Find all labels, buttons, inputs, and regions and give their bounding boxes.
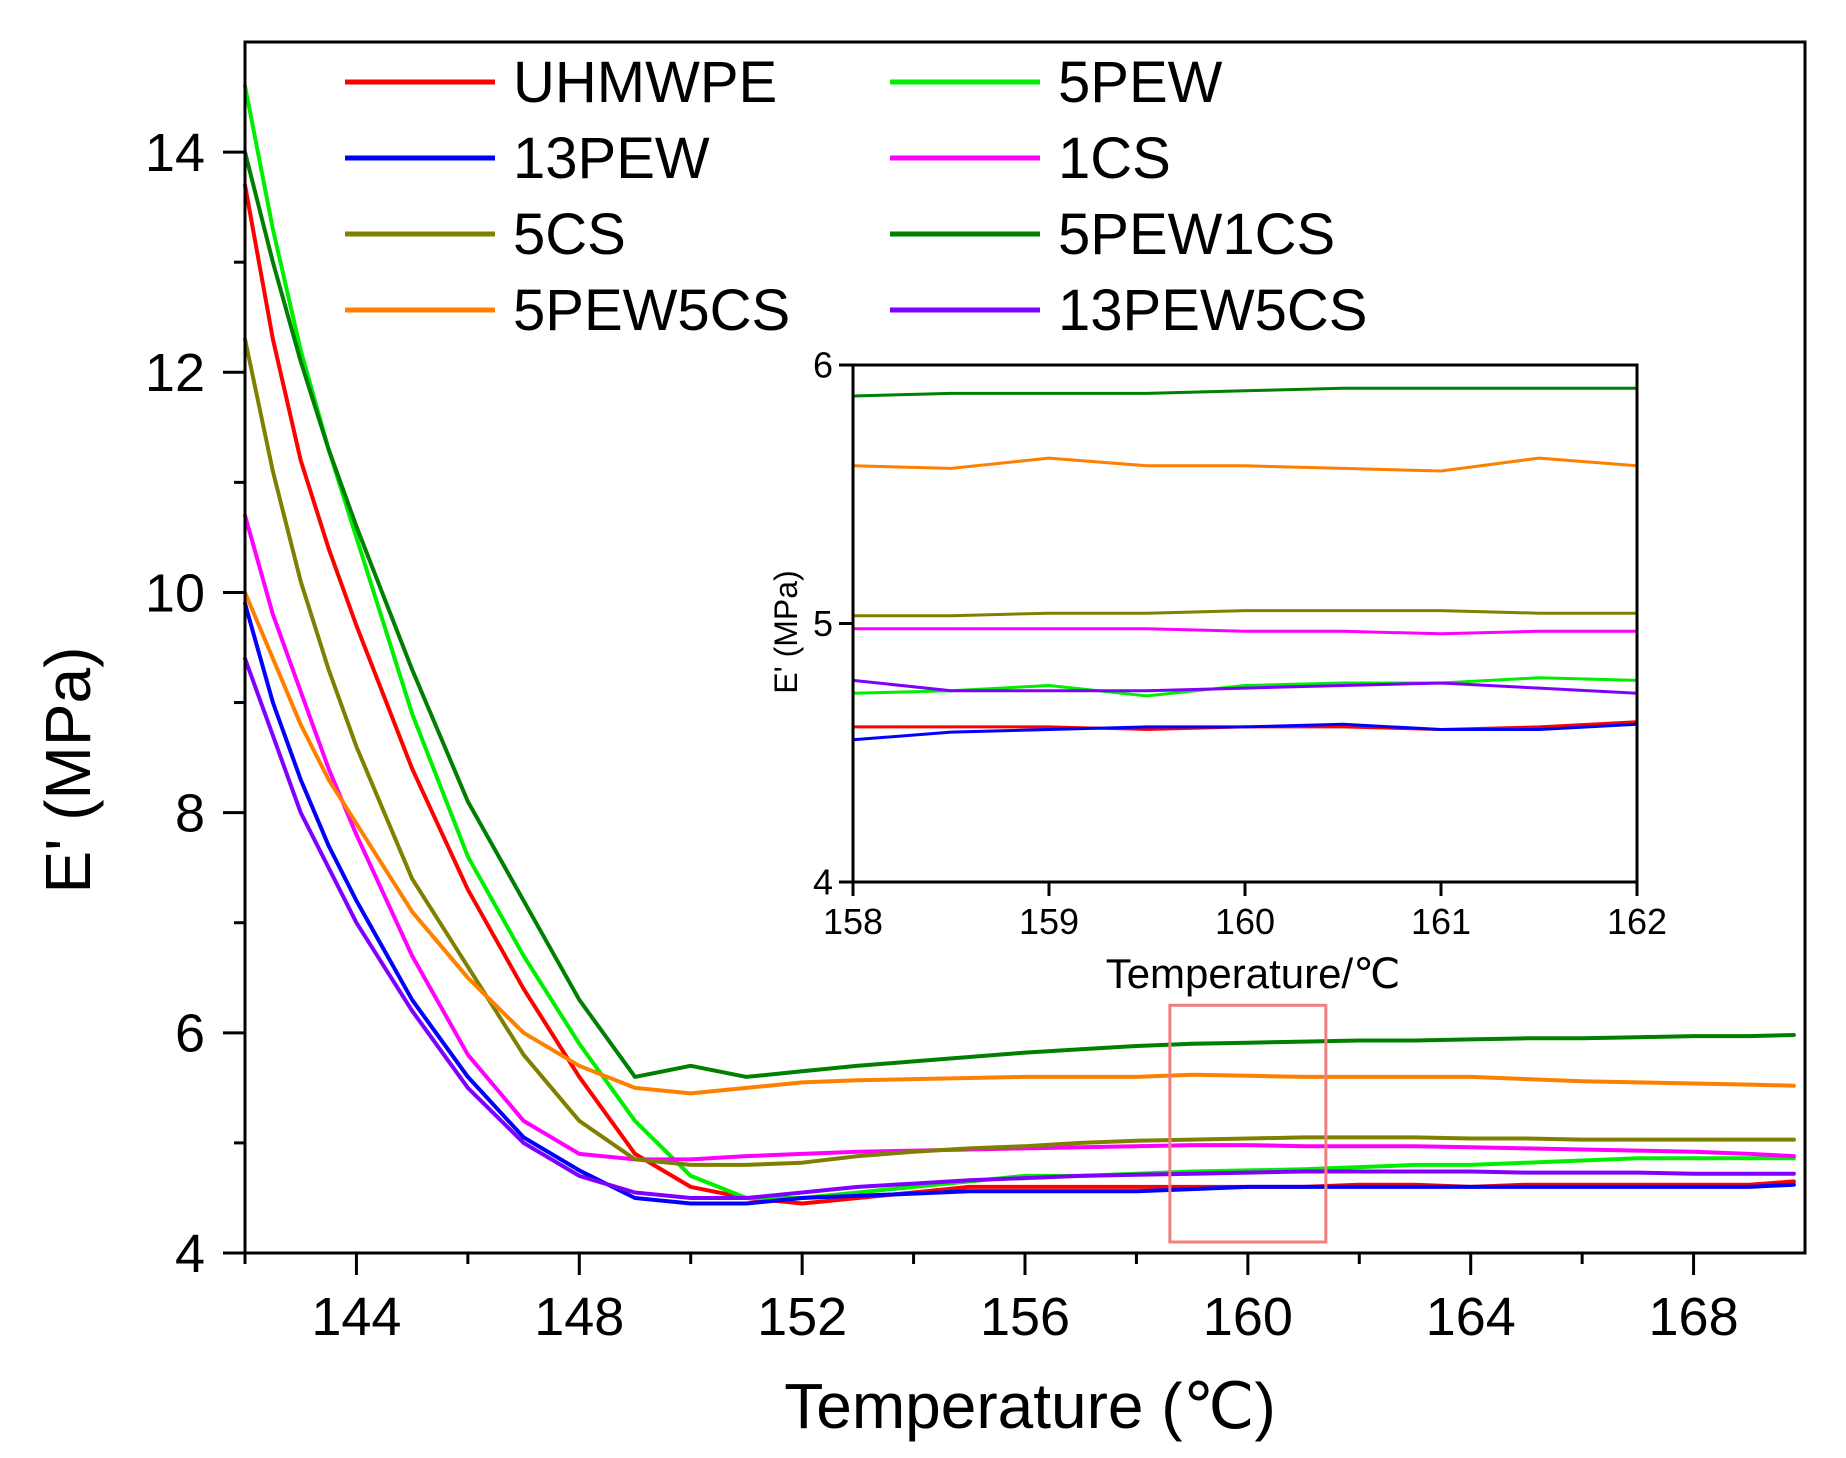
- main-series-line-5pew1cs: [243, 150, 1796, 1079]
- inset-series-line-5pew1cs: [851, 386, 1639, 398]
- main-y-tick-label: 10: [145, 563, 205, 623]
- main-plot: 144 148 152 156 160 164 168 4 6 8 10 12 14 Temperat…: [32, 40, 1807, 1442]
- main-x-tick-label: 160: [1203, 1287, 1293, 1347]
- inset-x-ticks: 158 159 160 161 162: [823, 882, 1667, 942]
- inset-y-tick-label: 4: [813, 862, 833, 903]
- main-x-axis-title: Temperature (℃): [784, 1370, 1276, 1442]
- legend-label-5pew5cs: 5PEW5CS: [513, 278, 790, 343]
- zoom-highlight-box: [1168, 1003, 1328, 1244]
- main-y-tick-label: 14: [145, 123, 205, 183]
- inset-plot: 158 159 160 161 162 4 5 6 Temperature/℃ E' (MP…: [768, 345, 1667, 997]
- main-series-line-uhmwpe: [243, 183, 1796, 1206]
- inset-series-line-5pew5cs: [851, 456, 1639, 473]
- inset-series-line-13pew: [851, 722, 1639, 742]
- legend-label-5pew1cs: 5PEW1CS: [1058, 202, 1335, 267]
- main-x-tick-label: 156: [980, 1287, 1070, 1347]
- main-y-tick-label: 6: [175, 1004, 205, 1064]
- inset-series-line-5cs: [851, 609, 1639, 618]
- inset-y-axis-title: E' (MPa): [768, 570, 804, 693]
- inset-series-line-13pew5cs: [851, 678, 1639, 695]
- main-y-tick-label: 12: [145, 343, 205, 403]
- legend: UHMWPE 5PEW 13PEW 1CS 5CS 5PEW1CS 5PEW5CS 13PEW…: [345, 50, 1367, 343]
- legend-label-5cs: 5CS: [513, 202, 626, 267]
- inset-x-tick-label: 159: [1019, 901, 1079, 942]
- main-y-ticks: 4 6 8 10 12 14: [145, 123, 245, 1284]
- main-y-tick-label: 4: [175, 1224, 205, 1284]
- main-series-group: [243, 84, 1796, 1206]
- inset-y-tick-label: 6: [813, 345, 833, 386]
- inset-x-tick-label: 160: [1215, 901, 1275, 942]
- inset-series-group: [851, 386, 1639, 742]
- inset-series-line-1cs: [851, 627, 1639, 636]
- main-x-tick-label: 168: [1649, 1287, 1739, 1347]
- inset-series-line-5pew: [851, 676, 1639, 698]
- legend-label-1cs: 1CS: [1058, 126, 1171, 191]
- inset-y-ticks: 4 5 6: [813, 345, 853, 903]
- main-x-tick-label: 164: [1426, 1287, 1516, 1347]
- main-series-line-5pew5cs: [243, 590, 1796, 1096]
- inset-y-tick-label: 5: [813, 603, 833, 644]
- legend-label-13pew5cs: 13PEW5CS: [1058, 278, 1367, 343]
- inset-x-tick-label: 158: [823, 901, 883, 942]
- inset-x-tick-label: 161: [1411, 901, 1471, 942]
- inset-background: [853, 365, 1637, 882]
- main-series-line-5cs: [243, 337, 1796, 1167]
- main-y-axis-title: E' (MPa): [32, 647, 104, 894]
- legend-label-5pew: 5PEW: [1058, 50, 1223, 115]
- main-x-tick-label: 148: [534, 1287, 624, 1347]
- main-series-line-13pew5cs: [243, 656, 1796, 1200]
- main-series-line-13pew: [243, 601, 1796, 1206]
- inset-x-axis-title: Temperature/℃: [1106, 950, 1401, 997]
- main-x-tick-label: 152: [757, 1287, 847, 1347]
- main-x-ticks: 144 148 152 156 160 164 168: [243, 1253, 1739, 1347]
- inset-x-tick-label: 162: [1607, 901, 1667, 942]
- legend-label-13pew: 13PEW: [513, 126, 710, 191]
- main-y-tick-label: 8: [175, 784, 205, 844]
- main-x-tick-label: 144: [311, 1287, 401, 1347]
- legend-label-uhmwpe: UHMWPE: [513, 50, 777, 115]
